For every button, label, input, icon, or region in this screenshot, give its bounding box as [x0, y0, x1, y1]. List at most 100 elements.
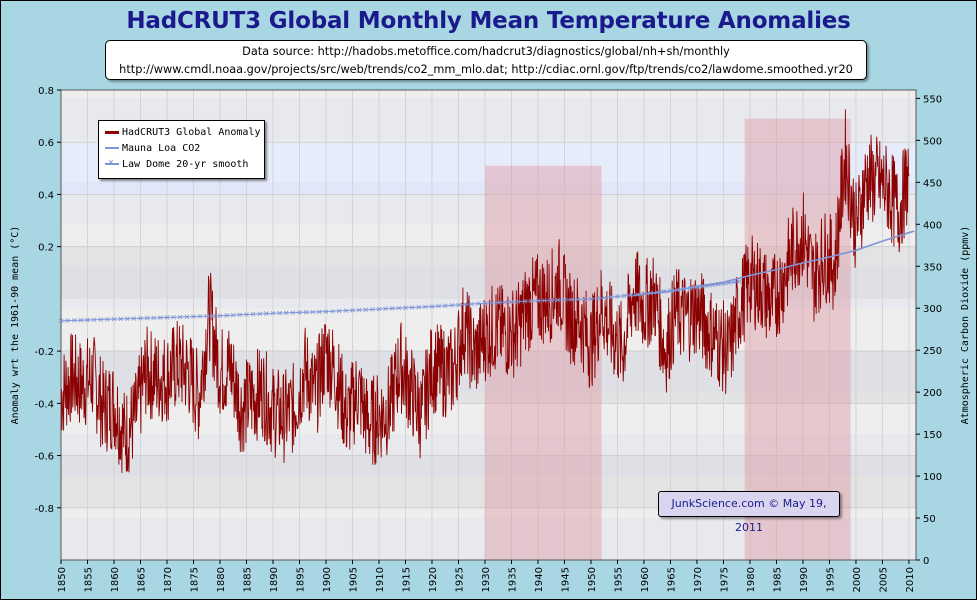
- lawdome-marker: [111, 316, 117, 322]
- lawdome-marker: [542, 298, 547, 303]
- x-tick-label: 1975: [719, 567, 730, 592]
- lawdome-marker: [343, 308, 349, 313]
- lawdome-marker: [356, 307, 362, 313]
- lawdome-marker: [628, 292, 633, 298]
- lawdome-marker: [489, 300, 494, 306]
- y-right-tick-label: 200: [923, 388, 942, 399]
- series-hadcrut3-anomaly: [60, 109, 910, 474]
- x-tick-label: 1875: [189, 567, 200, 592]
- legend-entry-lawdome: × Law Dome 20-yr smooth: [105, 157, 248, 173]
- x-tick-label: 2005: [878, 567, 889, 592]
- x-tick-label: 1905: [348, 567, 359, 592]
- plot-band: [61, 403, 916, 456]
- lawdome-marker: [65, 318, 70, 323]
- lawdome-marker: [363, 307, 369, 312]
- legend-swatch-anomaly: [105, 130, 119, 134]
- lawdome-marker: [429, 304, 435, 309]
- lawdome-marker: [191, 314, 196, 319]
- lawdome-marker: [482, 300, 488, 306]
- lawdome-marker: [124, 316, 130, 321]
- lawdome-marker: [562, 297, 567, 303]
- x-tick-label: 1960: [640, 567, 651, 592]
- lawdome-marker: [621, 293, 627, 299]
- lawdome-marker: [396, 305, 402, 311]
- legend-entry-anomaly: HadCRUT3 Global Anomaly: [105, 125, 260, 141]
- lawdome-marker: [78, 317, 84, 323]
- lawdome-marker: [303, 309, 309, 315]
- lawdome-marker: [58, 318, 64, 324]
- x-tick-label: 1980: [746, 567, 757, 592]
- x-tick-label: 2000: [852, 567, 863, 592]
- y-axis-title: Anomaly wrt the 1961-90 mean (°C): [10, 226, 21, 425]
- y-tick-label: 0.4: [38, 190, 54, 201]
- legend-label-maunaloa: Mauna Loa CO2: [122, 143, 201, 154]
- chart-title: HadCRUT3 Global Monthly Mean Temperature…: [126, 8, 851, 34]
- plot-band: [61, 298, 916, 352]
- lawdome-marker: [277, 310, 282, 316]
- x-tick-label: 1850: [57, 567, 68, 592]
- lawdome-marker: [177, 314, 183, 320]
- x-tick-label: 1890: [269, 567, 280, 592]
- y-tick-label: 0.8: [38, 86, 54, 97]
- lawdome-marker: [98, 317, 104, 322]
- lawdome-marker: [184, 314, 190, 320]
- lawdome-marker: [105, 317, 110, 322]
- lawdome-marker: [442, 303, 448, 308]
- x-tick-label: 1920: [428, 567, 439, 592]
- lawdome-marker: [144, 315, 150, 321]
- lawdome-marker: [224, 313, 229, 318]
- x-tick-label: 2010: [905, 567, 916, 592]
- x-tick-label: 1935: [507, 567, 518, 592]
- y-right-tick-label: 300: [923, 304, 942, 315]
- lawdome-marker: [230, 312, 236, 318]
- lawdome-marker: [608, 294, 614, 300]
- y-right-tick-label: 150: [923, 430, 942, 441]
- lawdome-marker: [85, 317, 90, 323]
- lawdome-marker: [548, 297, 554, 303]
- lawdome-marker: [595, 296, 600, 301]
- legend-label-lawdome: Law Dome 20-yr smooth: [122, 159, 249, 170]
- lawdome-marker: [264, 311, 269, 316]
- lawdome-marker: [151, 315, 157, 321]
- lawdome-marker: [476, 301, 481, 306]
- lawdome-marker: [336, 308, 342, 314]
- lawdome-marker: [250, 311, 256, 317]
- lawdome-marker: [211, 313, 216, 319]
- y-right-tick-label: 350: [923, 262, 942, 273]
- lawdome-marker: [389, 306, 395, 311]
- lawdome-marker: [529, 298, 534, 304]
- x-tick-label: 1940: [534, 567, 545, 592]
- lawdome-marker: [118, 316, 123, 322]
- y-right-tick-label: 550: [923, 94, 942, 105]
- x-tick-label: 1880: [216, 567, 227, 592]
- lawdome-marker: [350, 308, 355, 313]
- lawdome-marker: [436, 303, 441, 309]
- lawdome-marker: [535, 298, 541, 303]
- y-tick-label: -0.8: [34, 504, 54, 515]
- lawdome-marker: [310, 309, 316, 315]
- lawdome-marker: [456, 302, 461, 308]
- data-source-box: Data source: http://hadobs.metoffice.com…: [105, 40, 867, 80]
- x-tick-label: 1985: [772, 567, 783, 592]
- y-right-tick-label: 450: [923, 178, 942, 189]
- x-tick-label: 1895: [295, 567, 306, 592]
- lawdome-marker: [615, 294, 620, 299]
- x-tick-label: 1995: [825, 567, 836, 592]
- x-tick-label: 1855: [83, 567, 94, 592]
- x-tick-label: 1945: [560, 567, 571, 592]
- x-tick-label: 1970: [693, 567, 704, 592]
- lawdome-marker: [71, 318, 77, 323]
- lawdome-marker: [317, 309, 322, 315]
- x-tick-label: 1860: [110, 567, 121, 592]
- lawdome-marker: [217, 313, 223, 319]
- lawdome-marker: [588, 296, 594, 302]
- x-tick-label: 1930: [481, 567, 492, 592]
- source-line-2: http://www.cmdl.noaa.gov/projects/src/we…: [119, 63, 853, 76]
- lawdome-marker: [370, 307, 375, 312]
- y-tick-label: -0.2: [34, 347, 54, 358]
- lawdome-marker: [403, 305, 408, 311]
- lawdome-marker: [244, 312, 249, 317]
- lawdome-marker: [197, 314, 203, 319]
- lawdome-marker: [423, 304, 428, 310]
